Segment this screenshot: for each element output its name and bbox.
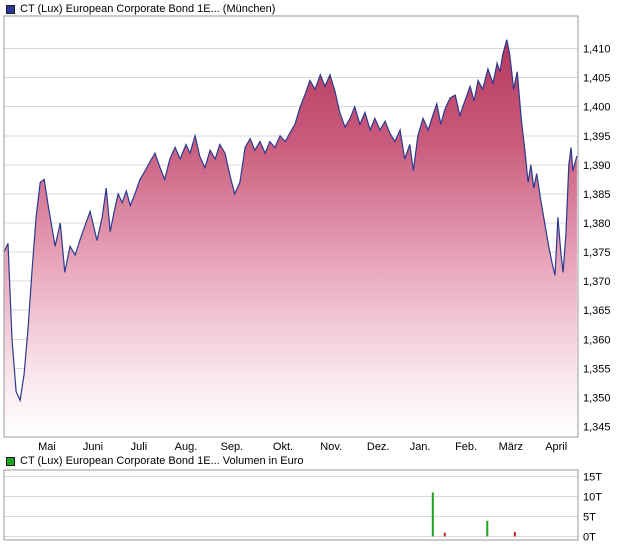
price-y-tick-label: 1,355	[583, 363, 611, 375]
volume-chart-title: CT (Lux) European Corporate Bond 1E... V…	[20, 455, 304, 467]
volume-y-tick-label: 15T	[583, 471, 602, 483]
volume-bar	[513, 532, 516, 537]
price-plot-border	[3, 15, 579, 438]
price-y-tick-label: 1,405	[583, 73, 611, 85]
volume-chart-plot: 0T 5T 10T 15T	[3, 469, 602, 543]
price-y-tick-label: 1,410	[583, 44, 611, 56]
price-y-tick-label: 1,385	[583, 189, 611, 201]
price-y-tick-label: 1,395	[583, 131, 611, 143]
volume-y-tick-label: 0T	[583, 531, 596, 543]
price-x-tick-label: März	[499, 441, 523, 453]
volume-y-tick-label: 5T	[583, 511, 596, 523]
price-x-tick-label: April	[545, 441, 567, 453]
volume-chart-legend: CT (Lux) European Corporate Bond 1E... V…	[6, 455, 304, 467]
price-y-tick-label: 1,390	[583, 160, 611, 172]
price-y-tick-label: 1,370	[583, 276, 611, 288]
price-y-tick-label: 1,360	[583, 334, 611, 346]
price-area	[4, 39, 577, 438]
volume-bar	[431, 492, 434, 537]
volume-bar	[443, 532, 446, 537]
volume-series-swatch-icon	[6, 456, 15, 466]
price-x-tick-label: Mai	[38, 441, 56, 453]
price-y-tick-label: 1,400	[583, 102, 611, 114]
price-x-tick-label: Feb.	[455, 441, 477, 453]
price-x-tick-label: Sep.	[221, 441, 244, 453]
price-series-swatch-icon	[6, 4, 15, 14]
volume-bar	[486, 520, 489, 537]
price-x-tick-label: Okt.	[273, 441, 293, 453]
price-line	[3, 39, 578, 403]
price-y-tick-label: 1,365	[583, 305, 611, 317]
price-y-tick-label: 1,345	[583, 422, 611, 434]
price-chart-plot: 1,345 1,350 1,355 1,360 1,365 1,370 1,375 1,380…	[3, 15, 611, 453]
price-y-tick-label: 1,350	[583, 392, 611, 404]
price-x-tick-label: Nov.	[320, 441, 342, 453]
price-x-tick-label: Dez.	[367, 441, 390, 453]
volume-plot-border	[3, 469, 579, 541]
price-chart-legend: CT (Lux) European Corporate Bond 1E... (…	[6, 3, 275, 15]
price-x-tick-label: Juni	[83, 441, 103, 453]
price-y-tick-label: 1,375	[583, 247, 611, 259]
price-x-tick-label: Juli	[131, 441, 148, 453]
price-y-tick-label: 1,380	[583, 218, 611, 230]
price-x-tick-label: Aug.	[175, 441, 198, 453]
price-x-tick-label: Jan.	[410, 441, 431, 453]
price-chart-title: CT (Lux) European Corporate Bond 1E... (…	[20, 3, 276, 15]
volume-y-tick-label: 10T	[583, 491, 602, 503]
